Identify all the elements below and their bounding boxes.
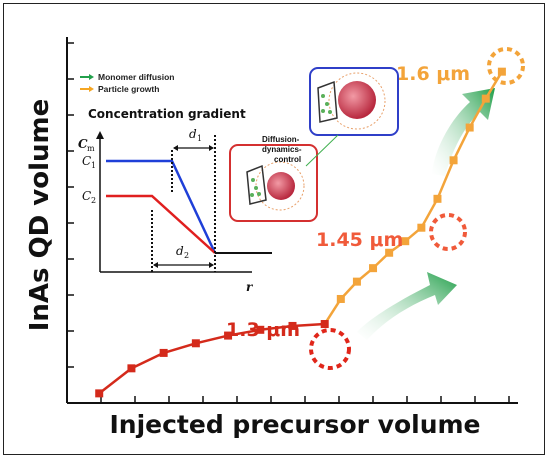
annotation-1-6um: 1.6 μm — [396, 63, 470, 85]
series-segment — [98, 367, 133, 395]
series-segment — [323, 298, 342, 325]
svg-text:2: 2 — [184, 251, 189, 260]
svg-text:1: 1 — [91, 161, 96, 170]
c1-profile — [106, 159, 217, 254]
series-segment — [227, 328, 261, 337]
growth-arrow-lower — [357, 272, 457, 340]
highlight-circle-2 — [429, 213, 467, 251]
label-c1: C — [82, 154, 91, 168]
data-point — [95, 389, 104, 398]
diffusion-connector — [305, 134, 339, 167]
svg-text:Diffusion-: Diffusion- — [262, 135, 300, 144]
c2-profile — [106, 194, 216, 254]
data-point — [352, 277, 361, 286]
data-point — [127, 364, 136, 373]
annotation-1-3um: 1.3 μm — [226, 319, 300, 341]
highlight-circle-1 — [309, 328, 351, 370]
data-point — [288, 321, 297, 330]
series-segment — [260, 324, 293, 332]
data-point — [385, 248, 394, 257]
data-point — [401, 237, 410, 246]
concentration-gradient-inset: Concentration gradient C m r C 1 C 2 d 1… — [78, 107, 272, 294]
data-point — [369, 264, 378, 273]
data-point — [336, 294, 345, 303]
particle-illustration-small — [229, 144, 318, 222]
highlight-circle-3 — [487, 47, 525, 85]
legend: Monomer diffusion Particle growth — [80, 72, 175, 94]
legend-label-monomer: Monomer diffusion — [98, 72, 175, 82]
data-point — [481, 94, 490, 103]
data-point — [320, 320, 329, 329]
series-segment — [468, 98, 487, 129]
data-point — [497, 67, 506, 76]
data-point — [191, 339, 200, 348]
inset-y-axis-label: C — [78, 137, 88, 151]
legend-item-monomer-diffusion: Monomer diffusion — [80, 72, 175, 82]
svg-text:1: 1 — [197, 134, 202, 143]
inset-title: Concentration gradient — [88, 107, 246, 121]
label-c2: C — [82, 189, 91, 203]
series-segment — [452, 126, 471, 161]
data-point — [417, 223, 426, 232]
x-axis-label: Injected precursor volume — [109, 410, 480, 439]
data-point — [449, 156, 458, 165]
plot-axes — [66, 37, 518, 404]
svg-text:2: 2 — [91, 196, 96, 205]
data-point — [256, 325, 265, 334]
series-segment — [484, 71, 503, 100]
legend-label-particle: Particle growth — [98, 84, 159, 94]
y-axis-label: InAs QD volume — [25, 99, 55, 332]
svg-text:dynamics-: dynamics- — [262, 145, 302, 154]
data-point — [159, 348, 168, 357]
data-point — [465, 123, 474, 132]
diffusion-label: Diffusion- dynamics- control — [262, 135, 302, 164]
series-segment — [292, 322, 325, 328]
series-segment — [436, 159, 455, 200]
inset-x-axis-label: r — [246, 280, 254, 294]
series-segment — [195, 334, 229, 345]
annotation-1-45um: 1.45 μm — [316, 229, 403, 251]
particle-illustration-large — [309, 67, 399, 136]
svg-text:control: control — [274, 155, 301, 164]
series-line — [95, 67, 506, 398]
y-ticks — [67, 42, 74, 368]
label-d1: d — [189, 127, 197, 141]
x-ticks — [100, 396, 510, 403]
series-segment — [130, 351, 165, 370]
series-segment — [163, 342, 197, 355]
data-point — [433, 194, 442, 203]
label-d2: d — [176, 244, 184, 258]
series-segment — [420, 198, 439, 229]
legend-item-particle-growth: Particle growth — [80, 84, 159, 94]
data-point — [224, 331, 233, 340]
figure-frame — [3, 3, 545, 455]
svg-text:m: m — [87, 144, 95, 153]
